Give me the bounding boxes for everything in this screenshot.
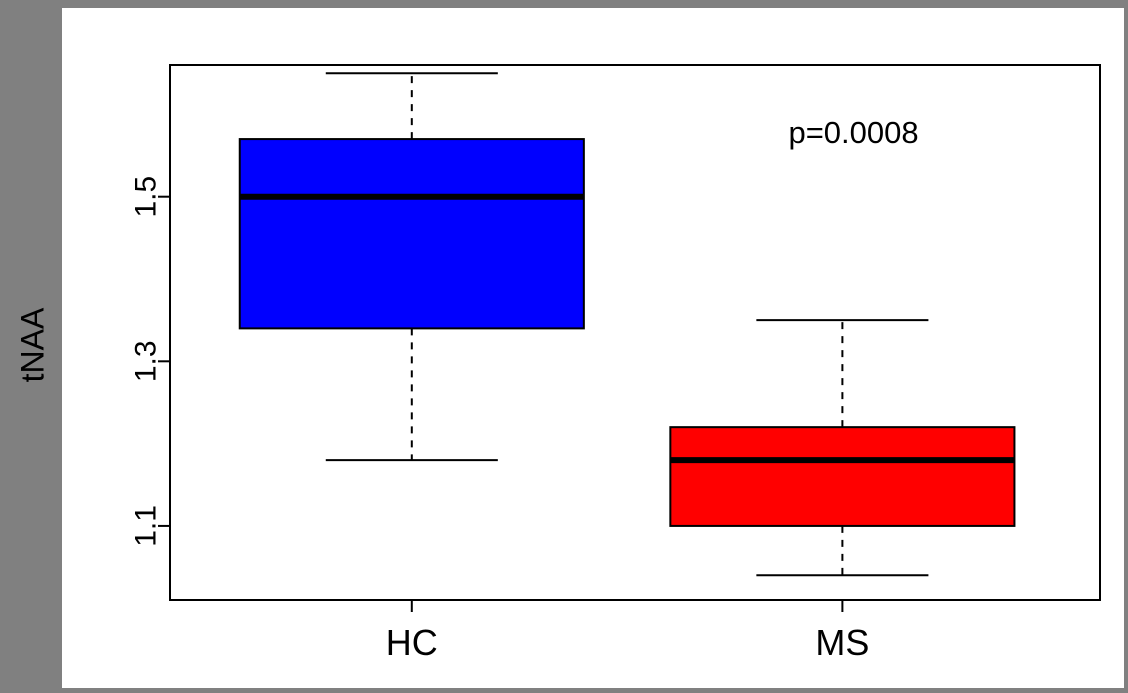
- box-ms: [669, 426, 1016, 527]
- x-category-label: HC: [386, 622, 438, 663]
- boxplot-chart: 1.1 1.3 1.5 HC MS p=0.0008: [130, 64, 1101, 663]
- y-axis-title: tNAA: [14, 307, 51, 383]
- p-value-annotation: p=0.0008: [788, 115, 918, 150]
- x-category-label: MS: [815, 622, 869, 663]
- plot-frame: [169, 64, 1101, 601]
- y-tick-label: 1.3: [130, 340, 163, 382]
- box-hc: [238, 138, 585, 330]
- y-tick-label: 1.1: [130, 505, 163, 547]
- y-tick-label: 1.5: [130, 176, 163, 218]
- plot-window: 1.1 1.3 1.5 HC MS p=0.0008: [62, 8, 1124, 688]
